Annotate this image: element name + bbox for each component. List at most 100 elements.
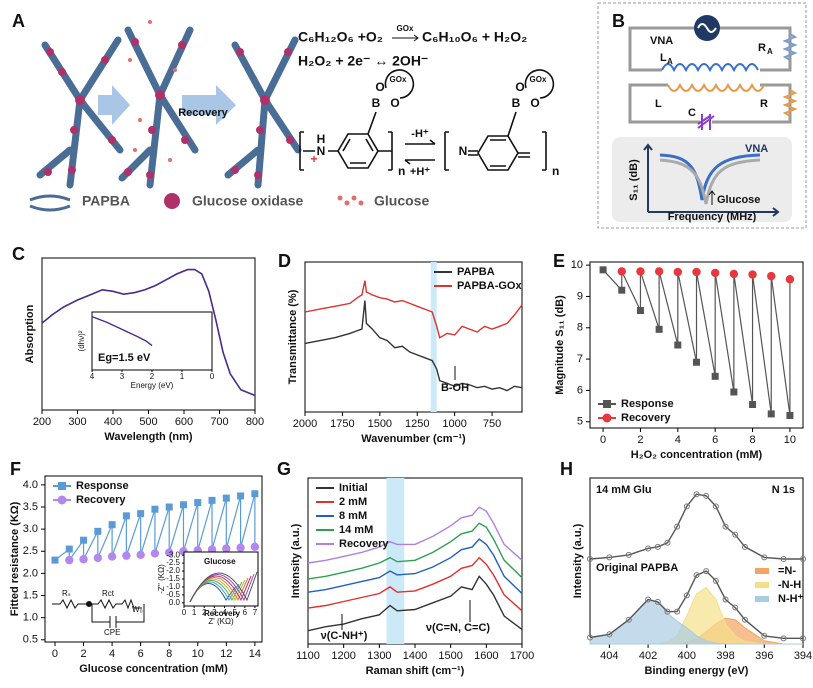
x-axis-label: Raman shift (cm⁻¹) [366,665,465,677]
marker [222,544,231,553]
connector [770,276,791,416]
legend-label: Recovery [76,494,126,506]
x-tick-label: 600 [175,416,193,428]
y-axis-label: Fitted resistance (KΩ) [9,501,21,616]
y-tick-label: 4.0 [23,479,38,491]
component-label: R [758,42,766,54]
legend-label: Response [76,480,129,492]
x-tick-label: 300 [68,416,86,428]
process-arrow [98,85,130,125]
y-axis-label: S₁₁ (dB) [628,159,640,201]
component-label: A [767,47,773,56]
legend-glucose [337,195,364,206]
atom: N [317,144,326,158]
marker [693,358,700,366]
x-tick-label: 2 [637,434,643,446]
inset-line [91,315,153,347]
spectrum-point [683,503,690,510]
equivalent-circuit [52,598,145,628]
y-tick-label: -2.0 [166,566,180,575]
marker [65,545,73,553]
resonance-curve [659,153,761,201]
circuit-label: CPE [104,628,120,637]
annotation-arrow [341,600,471,630]
marker [654,267,664,276]
enzyme: GOx [530,75,547,84]
spectrum-point [703,568,710,575]
repeat: n [552,164,559,178]
data-line [307,522,523,580]
panel-label: D [278,251,291,271]
component-label: R [760,98,768,110]
panel-frame [597,2,807,229]
x-tick-label: 1600 [474,650,498,662]
spectrum-point [587,555,593,562]
marker [137,510,145,518]
resonance-curve [659,158,761,205]
x-tick-label: 1 [180,372,185,381]
connector [83,531,99,560]
marker [711,372,719,380]
connector [225,495,242,549]
x-tick-label: 6 [138,648,144,660]
spectrum [589,570,803,639]
marker [179,501,187,509]
legend-label: =N- [778,565,796,577]
y-tick-label: 0.5 [23,634,38,646]
x-tick-label: 6 [712,434,718,446]
connector [240,493,256,548]
x-tick-label: 5 [232,608,237,617]
x-tick-label: 1300 [367,650,391,662]
legend-label: Initial [339,482,368,494]
x-tick-label: 396 [755,650,773,662]
marker [79,555,88,564]
x-tick-label: 12 [220,648,232,660]
marker [729,269,739,279]
spectrum-point [606,631,613,638]
legend-swatch [755,582,769,588]
x-tick-label: 2 [202,608,207,617]
spectrum-point [800,555,806,562]
x-axis-label: Frequency (MHz) [668,211,757,223]
y-tick-label: 9 [577,290,583,302]
spectrum-point [674,523,681,530]
x-tick-label: 14 [249,648,261,660]
legend-label: PAPBA [82,193,130,209]
spectrum-point [674,608,681,615]
marker [636,307,644,315]
sensor-coil [667,82,765,92]
data-line [304,300,523,392]
reader-resistor [782,33,798,61]
structure-bonds [299,69,555,171]
x-tick-label: 1250 [405,418,429,430]
equation: C₆H₁₀O₆ + H₂O₂ [422,29,527,45]
marker [749,401,757,409]
plot-annotation: Glucose [717,194,760,206]
y-tick-label: 0.0 [169,598,181,607]
panel-label: A [12,11,25,31]
spectrum-point [722,596,729,603]
marker [194,499,202,507]
connector [197,500,213,551]
marker [599,266,607,274]
panel-label: B [612,11,625,31]
data-line [304,280,523,339]
x-tick-label: 400 [678,650,696,662]
spectrum-point [625,616,632,623]
spectrum-point [761,632,768,639]
connector [751,274,772,414]
spectrum-point [693,572,700,579]
marker [674,341,682,349]
legend-label: 2 mM [339,496,367,508]
y-tick-label: 3.0 [23,523,38,535]
legend-marker [602,413,612,423]
reaction-arrow [392,34,419,42]
charge: + [310,152,317,166]
marker [122,551,131,560]
x-tick-label: 6 [243,608,248,617]
source-label: VNA [650,35,673,47]
data-line [41,268,256,397]
x-axis-label: Wavenumber (cm⁻¹) [361,433,466,445]
x-tick-label: 700 [210,416,228,428]
circuit-label: Rct [102,589,115,598]
